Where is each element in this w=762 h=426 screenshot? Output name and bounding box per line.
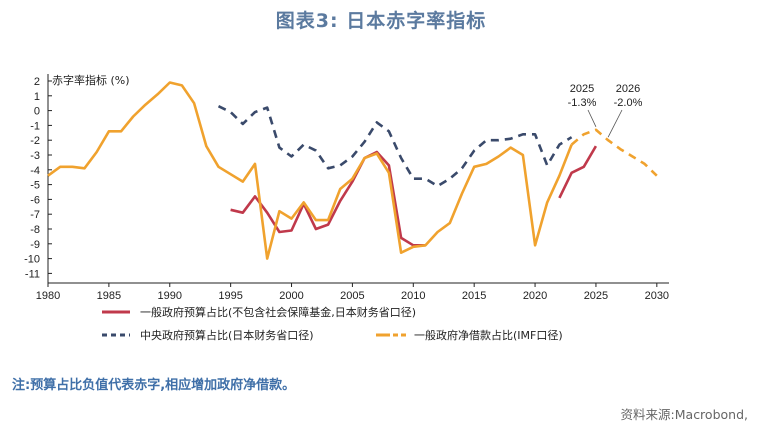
y-tick-label: -7 [30,209,40,221]
y-tick-label: 2 [34,76,40,88]
y-tick-label: -8 [30,224,40,236]
series-line-4 [47,81,573,260]
series-line-1 [230,150,426,247]
annotation-year: 2025 [570,83,594,95]
legend-label: 中央政府预算占比(日本财务省口径) [140,328,314,342]
y-tick-label: -1 [30,120,40,132]
chart-title: 图表3: 日本赤字率指标 [275,10,487,32]
x-tick-label: 2010 [401,290,425,302]
chart-canvas: 2 1 0 -1 -2 -3 -4 -5 -6 -7 -8 -9 -10 -11 1980 1985 1990 1… [24,73,669,342]
annotation-value: -2.0% [614,97,643,109]
legend-label: 一般政府净借款占比(IMF口径) [414,328,563,342]
y-tick-label: -4 [30,165,40,177]
series-line-3 [217,105,573,188]
chart-source: 资料来源:Macrobond, [620,407,748,422]
y-tick-label: -5 [30,180,40,192]
legend-label: 一般政府预算占比(不包含社会保障基金,日本财务省口径) [140,305,416,319]
chart-annotations: 2025 -1.3% 2026 -2.0% [568,83,643,138]
annotation-leader [587,109,597,128]
x-tick-label: 2015 [462,290,486,302]
x-tick-label: 1990 [158,290,182,302]
x-tick-label: 2000 [279,290,303,302]
chart-series [47,81,658,260]
x-tick-label: 1980 [36,290,60,302]
y-tick-label: 1 [34,91,40,103]
y-tick-label: -9 [30,239,40,251]
x-tick-label: 2030 [645,290,669,302]
y-axis-label: 赤字率指标 (%) [52,73,130,87]
annotation-value: -1.3% [568,97,597,109]
chart-note: 注:预算占比负值代表赤字,相应增加政府净借款。 [12,378,296,393]
y-tick-label: -6 [30,194,40,206]
axes: 2 1 0 -1 -2 -3 -4 -5 -6 -7 -8 -9 -10 -11 1980 1985 1990 1… [24,73,669,302]
chart-legend: 一般政府预算占比(不包含社会保障基金,日本财务省口径) 中央政府预算占比(日本财务… [102,305,563,342]
y-tick-label: -3 [30,150,40,162]
annotation-leader [607,109,623,138]
x-tick-label: 2020 [523,290,547,302]
y-tick-label: -10 [24,254,40,266]
y-tick-label: -11 [25,268,40,280]
y-tick-label: 0 [34,106,40,118]
annotation-year: 2026 [616,83,640,95]
series-line-2 [558,145,598,199]
series-line-5 [570,128,658,177]
x-tick-label: 2005 [340,290,364,302]
y-tick-label: -2 [30,135,40,147]
x-tick-label: 2025 [584,290,608,302]
x-tick-label: 1995 [218,290,242,302]
x-tick-label: 1985 [97,290,121,302]
